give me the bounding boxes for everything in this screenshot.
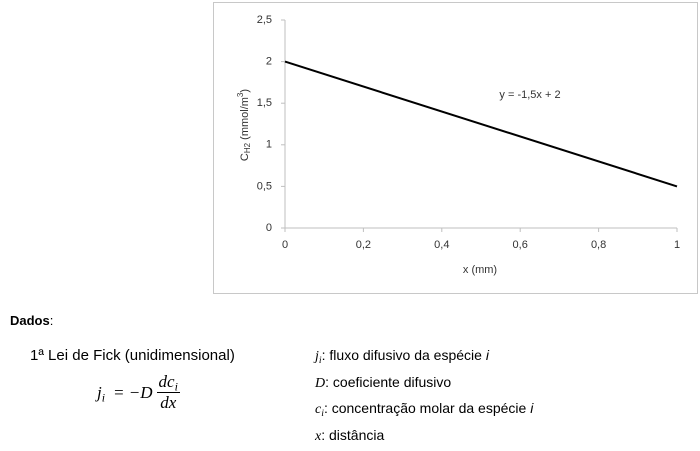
chart-frame — [213, 2, 698, 294]
definition: ji: fluxo difusivo da espécie i — [315, 347, 489, 365]
heading: Dados: — [10, 313, 53, 328]
x-axis-label: x (mm) — [463, 264, 497, 276]
definition: x: distância — [315, 427, 384, 445]
y-tick-label: 0 — [266, 222, 272, 234]
y-label-symbol: C — [239, 153, 251, 161]
y-label-close: ) — [239, 89, 251, 93]
heading-punct: : — [49, 313, 54, 328]
y-tick-label: 0,5 — [257, 180, 272, 192]
definition-symbol: D — [315, 375, 326, 391]
definition-symbol: j — [315, 349, 319, 364]
definition-symbol: c — [315, 402, 322, 417]
x-tick-label: 0 — [282, 239, 288, 251]
y-label-superscript: 3 — [236, 92, 245, 97]
definition-text: : distância — [321, 426, 385, 443]
definition-sub: i — [318, 354, 322, 366]
y-tick-label: 1,5 — [257, 97, 272, 109]
formula-lhs: ji — [97, 382, 106, 405]
chart: x (mm) CH2 (mmol/m3) y = -1,5x + 2 0 0,5 1… — [213, 2, 698, 294]
definition-text: : concentração molar da espécie — [323, 400, 531, 416]
formula: ji = −D dci dx — [97, 372, 180, 413]
heading-text: Dados — [10, 313, 50, 328]
y-tick-label: 2 — [266, 56, 272, 68]
definition-tail: i — [530, 400, 534, 416]
definition-text: : fluxo difusivo da espécie — [321, 347, 486, 363]
formula-num-sub: i — [174, 379, 178, 394]
y-label-subscript: H2 — [243, 142, 252, 153]
x-tick-label: 1 — [674, 239, 680, 251]
x-tick-label: 0,6 — [513, 239, 528, 251]
y-label-unit: (mmol/m — [239, 97, 251, 143]
formula-fraction: dci dx — [156, 372, 180, 413]
x-tick-label: 0,2 — [356, 239, 371, 251]
formula-lhs-sub: i — [101, 390, 106, 405]
x-tick-label: 0,8 — [591, 239, 606, 251]
definition-text: : coeficiente difusivo — [325, 373, 452, 390]
y-tick-label: 2,5 — [257, 14, 272, 26]
definition-symbol: x — [315, 428, 322, 444]
formula-den: dx — [160, 393, 177, 412]
line-series — [284, 60, 678, 188]
y-tick-label: 1 — [266, 139, 272, 151]
x-tick-label: 0,4 — [434, 239, 449, 251]
definition: D: coeficiente difusivo — [315, 374, 451, 392]
definition: ci: concentração molar da espécie i — [315, 400, 533, 418]
formula-eq: = −D — [113, 382, 153, 402]
formula-lhs-symbol: j — [97, 382, 102, 402]
formula-num: dci — [156, 372, 180, 394]
y-axis-label: CH2 (mmol/m3) — [236, 89, 252, 161]
annotation: y = -1,5x + 2 — [499, 89, 560, 101]
formula-num-text: dc — [158, 372, 175, 391]
law-title: 1ª Lei de Fick (unidimensional) — [30, 347, 235, 364]
definition-sub: i — [321, 407, 324, 419]
definition-tail: i — [485, 347, 489, 363]
